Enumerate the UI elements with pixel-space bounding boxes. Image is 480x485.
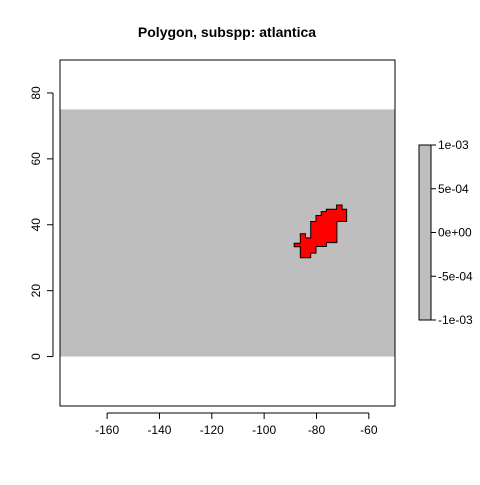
legend-tick-label: -1e-03 (438, 313, 473, 327)
x-tick-label: -120 (200, 423, 224, 437)
y-axis: 0 20 40 60 80 (29, 86, 54, 360)
range-polygon (293, 204, 348, 259)
x-tick-label: -160 (95, 423, 119, 437)
legend-colorbar (418, 144, 432, 321)
x-tick-label: -100 (252, 423, 276, 437)
plot-frame (59, 59, 396, 407)
legend-tick-label: 5e-04 (438, 182, 469, 196)
plot-title: Polygon, subspp: atlantica (138, 24, 316, 40)
y-tick-label: 0 (29, 353, 43, 360)
raster-layer (60, 109, 395, 357)
y-tick-label: 40 (29, 218, 43, 232)
x-tick-label: -60 (360, 423, 378, 437)
legend-tick-label: -5e-04 (438, 269, 473, 283)
x-tick-label: -80 (308, 423, 326, 437)
legend-tick-label: 0e+00 (438, 226, 472, 240)
legend-tick-label: 1e-03 (438, 138, 469, 152)
y-tick-label: 60 (29, 152, 43, 166)
map-area (60, 109, 395, 357)
y-tick-label: 20 (29, 284, 43, 298)
x-axis: -160 -140 -120 -100 -80 -60 (95, 412, 378, 437)
x-tick-label: -140 (147, 423, 171, 437)
color-legend: 1e-03 5e-04 0e+00 -5e-04 -1e-03 (418, 138, 473, 327)
y-tick-label: 80 (29, 86, 43, 100)
